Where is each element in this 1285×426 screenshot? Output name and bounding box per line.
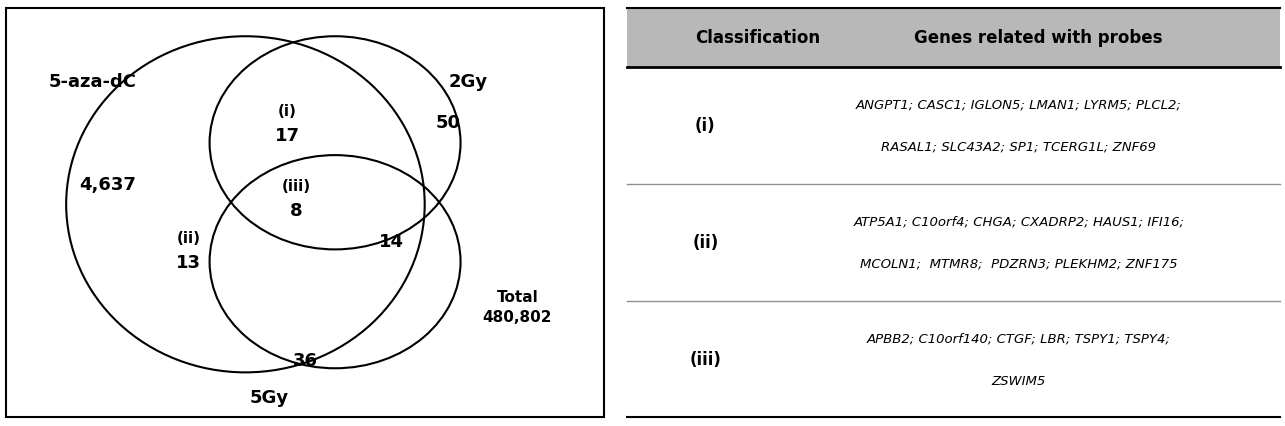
Text: 4,637: 4,637 [80,176,136,193]
Text: MCOLN1;  MTMR8;  PDZRN3; PLEKHM2; ZNF175: MCOLN1; MTMR8; PDZRN3; PLEKHM2; ZNF175 [860,257,1177,270]
Text: 36: 36 [293,351,317,369]
Text: (i): (i) [278,103,297,118]
Text: Total
480,802: Total 480,802 [483,290,553,325]
Text: (ii): (ii) [176,230,200,245]
Text: (iii): (iii) [690,350,721,368]
Text: 17: 17 [275,127,299,144]
Text: 50: 50 [436,114,461,132]
Bar [627,9,1280,68]
Text: ZSWIM5: ZSWIM5 [992,374,1046,387]
Text: APBB2; C10orf140; CTGF; LBR; TSPY1; TSPY4;: APBB2; C10orf140; CTGF; LBR; TSPY1; TSPY… [867,332,1171,345]
Text: 14: 14 [379,233,405,250]
Text: (i): (i) [695,117,716,135]
Text: (iii): (iii) [281,179,311,194]
Text: ANGPT1; CASC1; IGLON5; LMAN1; LYRM5; PLCL2;: ANGPT1; CASC1; IGLON5; LMAN1; LYRM5; PLC… [856,99,1182,112]
Text: 8: 8 [290,202,302,220]
Text: 5-aza-dC: 5-aza-dC [49,73,136,91]
Text: 2Gy: 2Gy [448,73,488,91]
Text: 5Gy: 5Gy [249,388,289,406]
Text: 13: 13 [176,253,202,271]
Text: Classification: Classification [695,29,820,47]
Text: ATP5A1; C10orf4; CHGA; CXADRP2; HAUS1; IFI16;: ATP5A1; C10orf4; CHGA; CXADRP2; HAUS1; I… [853,215,1185,228]
Text: Genes related with probes: Genes related with probes [914,29,1163,47]
Text: RASAL1; SLC43A2; SP1; TCERG1L; ZNF69: RASAL1; SLC43A2; SP1; TCERG1L; ZNF69 [882,141,1156,153]
Text: (ii): (ii) [693,234,718,252]
